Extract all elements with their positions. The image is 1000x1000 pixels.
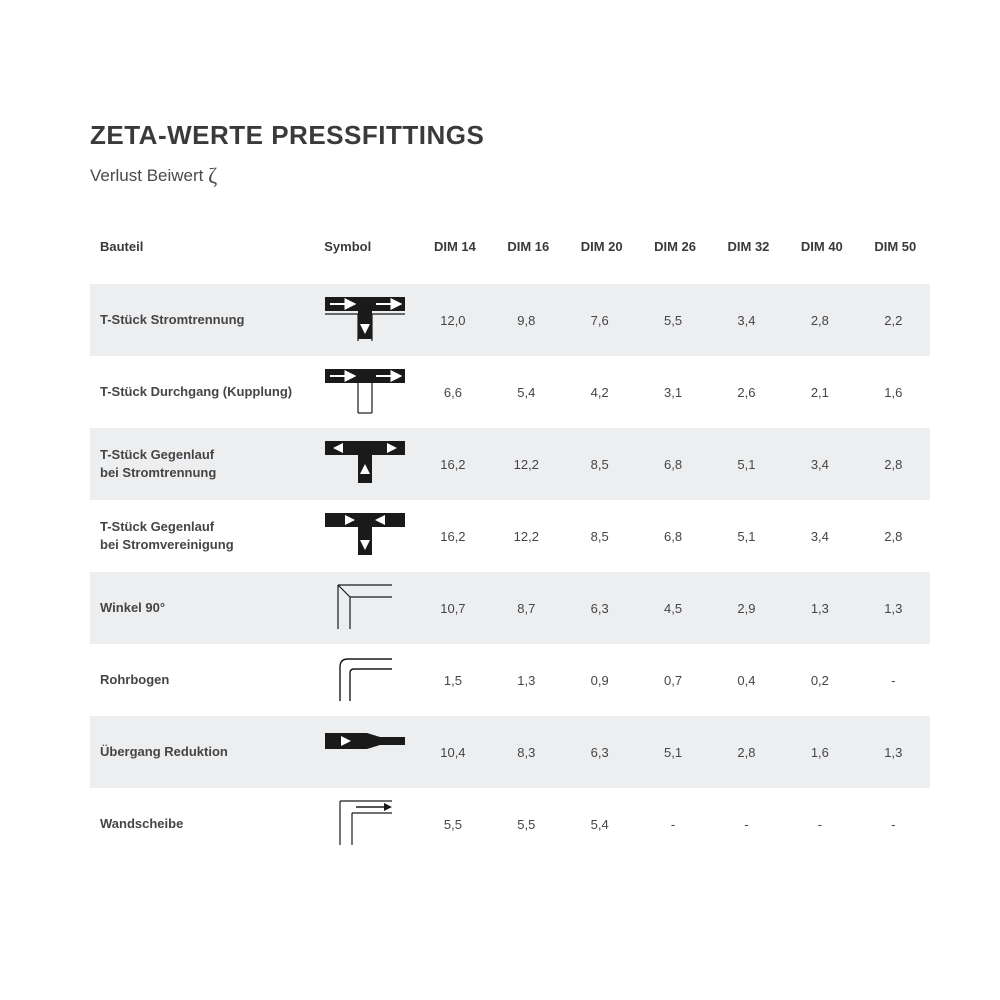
cell-value: 12,2 — [490, 500, 563, 572]
cell-value: 5,1 — [710, 500, 783, 572]
cell-value: - — [710, 788, 783, 860]
col-dim: DIM 40 — [783, 229, 856, 284]
table-row: T-Stück Durchgang (Kupplung) 6,65,44,23,1… — [90, 356, 930, 428]
cell-value: 1,5 — [416, 644, 489, 716]
zeta-symbol: ζ — [208, 163, 217, 188]
cell-value: 1,6 — [783, 716, 856, 788]
cell-value: 10,4 — [416, 716, 489, 788]
cell-value: 4,5 — [636, 572, 709, 644]
cell-value: 0,4 — [710, 644, 783, 716]
cell-value: 5,4 — [563, 788, 636, 860]
table-row: Winkel 90°10,78,76,34,52,91,31,3 — [90, 572, 930, 644]
row-symbol-icon — [314, 644, 416, 716]
cell-value: 6,8 — [636, 428, 709, 500]
table-row: T-Stück Stromtrennung 12,09,87,65,53,42,8… — [90, 284, 930, 356]
row-label: Rohrbogen — [90, 644, 314, 716]
table-row: Wandscheibe5,55,55,4---- — [90, 788, 930, 860]
page-title: ZETA-WERTE PRESSFITTINGS — [90, 120, 930, 151]
col-symbol: Symbol — [314, 229, 416, 284]
cell-value: 4,2 — [563, 356, 636, 428]
table-row: Übergang Reduktion 10,48,36,35,12,81,61,3 — [90, 716, 930, 788]
cell-value: 0,2 — [783, 644, 856, 716]
table-row: T-Stück Gegenlaufbei Stromvereinigung 16,… — [90, 500, 930, 572]
row-label: Wandscheibe — [90, 788, 314, 860]
cell-value: 5,1 — [636, 716, 709, 788]
col-bauteil: Bauteil — [90, 229, 314, 284]
cell-value: 2,9 — [710, 572, 783, 644]
cell-value: 2,8 — [857, 428, 930, 500]
cell-value: 2,8 — [710, 716, 783, 788]
cell-value: 2,8 — [857, 500, 930, 572]
cell-value: 3,4 — [783, 500, 856, 572]
cell-value: 0,9 — [563, 644, 636, 716]
row-label: Winkel 90° — [90, 572, 314, 644]
row-symbol-icon — [314, 716, 416, 788]
cell-value: 1,3 — [857, 572, 930, 644]
cell-value: 3,4 — [710, 284, 783, 356]
col-dim: DIM 26 — [636, 229, 709, 284]
cell-value: 6,3 — [563, 572, 636, 644]
cell-value: 6,8 — [636, 500, 709, 572]
row-symbol-icon — [314, 284, 416, 356]
cell-value: 1,3 — [490, 644, 563, 716]
cell-value: 6,6 — [416, 356, 489, 428]
row-label: T-Stück Durchgang (Kupplung) — [90, 356, 314, 428]
subtitle: Verlust Beiwert ζ — [90, 163, 930, 189]
cell-value: 3,1 — [636, 356, 709, 428]
cell-value: 12,0 — [416, 284, 489, 356]
cell-value: 16,2 — [416, 500, 489, 572]
cell-value: - — [857, 788, 930, 860]
table-row: T-Stück Gegenlaufbei Stromtrennung 16,212… — [90, 428, 930, 500]
cell-value: 7,6 — [563, 284, 636, 356]
cell-value: 5,5 — [416, 788, 489, 860]
cell-value: 8,5 — [563, 500, 636, 572]
table-header-row: Bauteil Symbol DIM 14 DIM 16 DIM 20 DIM … — [90, 229, 930, 284]
cell-value: 8,7 — [490, 572, 563, 644]
cell-value: 3,4 — [783, 428, 856, 500]
col-dim: DIM 14 — [416, 229, 489, 284]
cell-value: 0,7 — [636, 644, 709, 716]
subtitle-prefix: Verlust Beiwert — [90, 166, 208, 185]
cell-value: 12,2 — [490, 428, 563, 500]
cell-value: 16,2 — [416, 428, 489, 500]
cell-value: 1,3 — [857, 716, 930, 788]
cell-value: 5,1 — [710, 428, 783, 500]
cell-value: 5,4 — [490, 356, 563, 428]
row-label: T-Stück Stromtrennung — [90, 284, 314, 356]
row-label: Übergang Reduktion — [90, 716, 314, 788]
table-row: Rohrbogen 1,51,30,90,70,40,2- — [90, 644, 930, 716]
row-symbol-icon — [314, 500, 416, 572]
cell-value: 1,6 — [857, 356, 930, 428]
col-dim: DIM 32 — [710, 229, 783, 284]
cell-value: - — [857, 644, 930, 716]
cell-value: 8,3 — [490, 716, 563, 788]
cell-value: 2,8 — [783, 284, 856, 356]
cell-value: 1,3 — [783, 572, 856, 644]
row-label: T-Stück Gegenlaufbei Stromtrennung — [90, 428, 314, 500]
col-dim: DIM 50 — [857, 229, 930, 284]
cell-value: 5,5 — [636, 284, 709, 356]
cell-value: - — [636, 788, 709, 860]
row-label: T-Stück Gegenlaufbei Stromvereinigung — [90, 500, 314, 572]
cell-value: - — [783, 788, 856, 860]
cell-value: 6,3 — [563, 716, 636, 788]
cell-value: 5,5 — [490, 788, 563, 860]
col-dim: DIM 16 — [490, 229, 563, 284]
cell-value: 2,1 — [783, 356, 856, 428]
col-dim: DIM 20 — [563, 229, 636, 284]
cell-value: 2,2 — [857, 284, 930, 356]
row-symbol-icon — [314, 428, 416, 500]
cell-value: 2,6 — [710, 356, 783, 428]
row-symbol-icon — [314, 572, 416, 644]
row-symbol-icon — [314, 356, 416, 428]
zeta-table: Bauteil Symbol DIM 14 DIM 16 DIM 20 DIM … — [90, 229, 930, 860]
cell-value: 10,7 — [416, 572, 489, 644]
cell-value: 8,5 — [563, 428, 636, 500]
cell-value: 9,8 — [490, 284, 563, 356]
row-symbol-icon — [314, 788, 416, 860]
